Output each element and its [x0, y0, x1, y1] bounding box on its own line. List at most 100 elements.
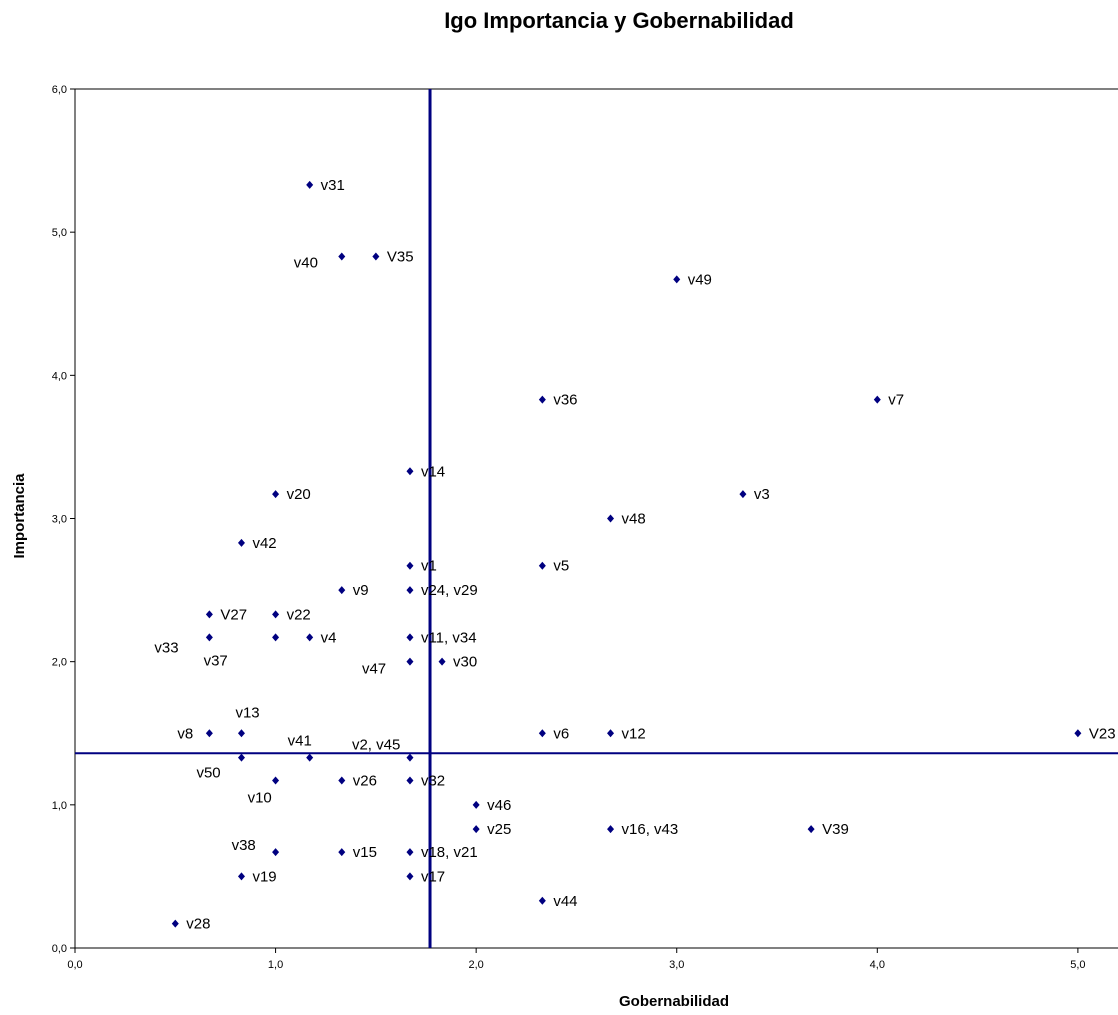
x-tick-label: 4,0	[870, 959, 885, 971]
point-label: v30	[453, 654, 477, 671]
point-label: v25	[487, 821, 511, 838]
y-tick-label: 6,0	[52, 84, 67, 96]
data-point: v25	[472, 821, 511, 838]
data-point: v6	[538, 725, 569, 742]
point-label: v13	[235, 704, 259, 721]
point-label: V39	[822, 821, 849, 838]
point-label: v12	[622, 725, 646, 742]
point-marker	[406, 467, 414, 476]
point-label: v7	[888, 392, 904, 409]
data-point: V39	[807, 821, 849, 838]
data-point: v4	[306, 629, 337, 646]
data-point: v1	[406, 558, 437, 575]
data-point: v31	[306, 177, 345, 194]
point-marker	[607, 514, 615, 523]
point-label: v17	[421, 868, 445, 885]
point-marker	[306, 633, 314, 642]
point-marker	[406, 657, 414, 666]
data-point: v26	[338, 772, 377, 789]
data-point: v19	[237, 868, 277, 885]
point-marker	[607, 825, 615, 834]
y-tick-label: 4,0	[52, 370, 67, 382]
point-marker	[739, 490, 747, 499]
point-label: v16, v43	[622, 821, 679, 838]
data-point: v2, v45	[352, 737, 414, 762]
data-point: v22	[272, 606, 311, 623]
data-point: v47	[362, 657, 414, 678]
data-point: v7	[873, 392, 904, 409]
data-point: v9	[338, 582, 369, 599]
point-marker	[406, 586, 414, 595]
point-marker	[338, 586, 346, 595]
point-marker	[237, 538, 245, 547]
point-label: v5	[553, 558, 569, 575]
point-marker	[538, 729, 546, 738]
data-point: V23	[1074, 725, 1116, 742]
point-label: v31	[321, 177, 345, 194]
data-point: v18, v21	[406, 844, 478, 861]
point-label: v26	[353, 772, 377, 789]
point-label: v38	[232, 837, 256, 854]
point-marker	[306, 753, 314, 762]
point-marker	[237, 872, 245, 881]
y-tick-label: 1,0	[52, 800, 67, 812]
point-marker	[807, 825, 815, 834]
data-point: v20	[272, 486, 311, 503]
point-label: v42	[252, 535, 276, 552]
x-tick-label: 2,0	[469, 959, 484, 971]
point-label: V35	[387, 249, 414, 266]
point-marker	[438, 657, 446, 666]
point-marker	[472, 825, 480, 834]
point-marker	[538, 896, 546, 905]
data-point: v40	[294, 252, 346, 272]
data-point: v37	[204, 633, 280, 669]
data-point: v15	[338, 844, 377, 861]
data-point: v10	[248, 776, 280, 806]
data-point: v8	[177, 725, 213, 742]
point-marker	[272, 776, 280, 785]
point-label: v33	[154, 639, 178, 656]
point-label: v1	[421, 558, 437, 575]
point-label: v48	[622, 511, 646, 528]
data-point: v41	[288, 733, 314, 762]
point-label: v37	[204, 652, 228, 669]
point-label: v44	[553, 893, 577, 910]
y-tick-label: 2,0	[52, 657, 67, 669]
point-label: v32	[421, 772, 445, 789]
point-marker	[406, 776, 414, 785]
point-marker	[873, 395, 881, 404]
point-marker	[673, 275, 681, 284]
point-marker	[171, 919, 179, 928]
point-marker	[338, 776, 346, 785]
data-point: v32	[406, 772, 445, 789]
y-axis-title: Importancia	[11, 473, 28, 559]
point-label: v4	[321, 629, 337, 646]
data-point: v16, v43	[607, 821, 678, 838]
point-marker	[205, 633, 213, 642]
data-point: v44	[538, 893, 578, 910]
point-marker	[472, 800, 480, 809]
point-label: v14	[421, 463, 445, 480]
point-label: v19	[252, 868, 276, 885]
point-label: v15	[353, 844, 377, 861]
point-label: V27	[220, 606, 247, 623]
data-point: v14	[406, 463, 445, 480]
point-marker	[338, 848, 346, 857]
point-marker	[306, 180, 314, 189]
point-marker	[406, 753, 414, 762]
point-marker	[205, 729, 213, 738]
point-marker	[237, 729, 245, 738]
data-point: v42	[237, 535, 277, 552]
data-point: v17	[406, 868, 445, 885]
point-label: v2, v45	[352, 737, 400, 754]
point-label: v46	[487, 797, 511, 814]
point-label: v18, v21	[421, 844, 478, 861]
data-point: V27	[205, 606, 247, 623]
point-marker	[237, 753, 245, 762]
point-label: v11, v34	[421, 629, 477, 646]
data-point: v36	[538, 392, 578, 409]
point-label: v47	[362, 661, 386, 678]
point-marker	[272, 633, 280, 642]
data-point: v5	[538, 558, 569, 575]
point-marker	[272, 490, 280, 499]
